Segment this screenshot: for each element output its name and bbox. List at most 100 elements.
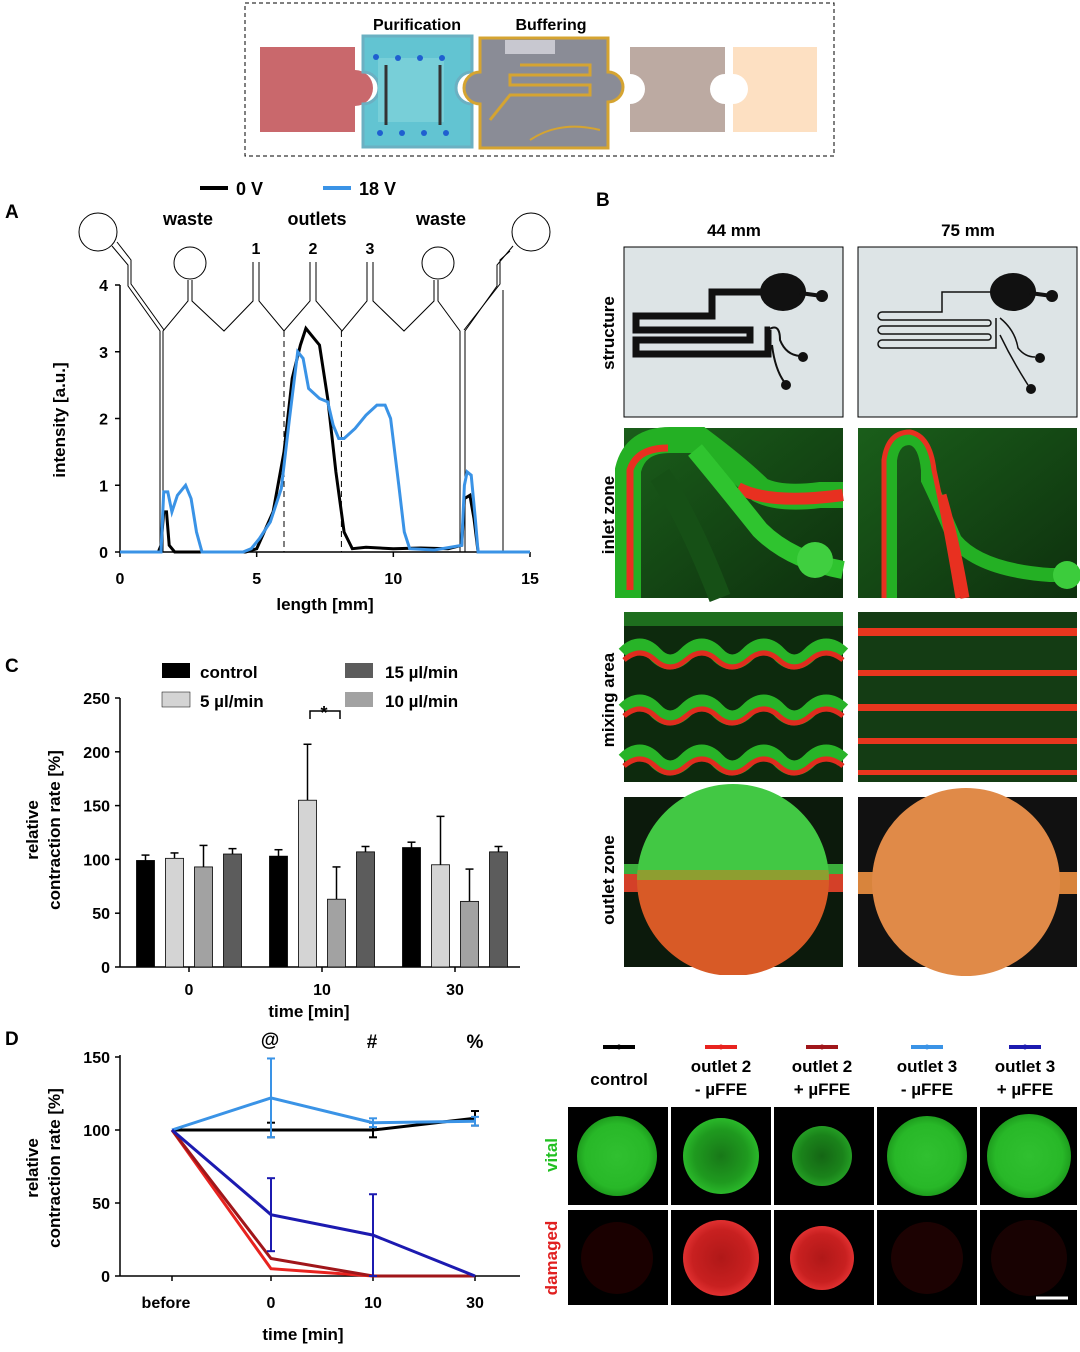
- outlet-1-label: 1: [252, 241, 261, 258]
- purification-label: Purification: [373, 17, 461, 34]
- buffering-tube: [505, 40, 555, 54]
- legend-label-line1: control: [590, 1070, 648, 1089]
- panel-c-y-label-2: contraction rate [%]: [45, 750, 64, 910]
- outlet-3-label: 3: [366, 241, 375, 258]
- panel-a-y-label: intensity [a.u.]: [50, 362, 69, 477]
- buffering-meander: [488, 63, 592, 121]
- panel-c-x-label: time [min]: [268, 1002, 349, 1021]
- panel-a-letter: A: [5, 202, 19, 223]
- puzzle-piece-red: [260, 47, 373, 132]
- y-tick-label: 1: [99, 478, 108, 495]
- panel-d-y-label-2: contraction rate [%]: [45, 1088, 64, 1248]
- panel-d-x-label: time [min]: [262, 1325, 343, 1344]
- legend-label-line1: outlet 3: [995, 1057, 1055, 1076]
- channel-schematic: [78, 212, 551, 552]
- bar: [269, 855, 288, 968]
- legend-5ul-swatch: [161, 691, 191, 708]
- marker-hash: #: [367, 1032, 378, 1053]
- puzzle-piece-buffering: [462, 36, 625, 150]
- panel-b: B 44 mm 75 mm structure inlet zone mixin…: [596, 190, 1080, 976]
- x-tick-label: 10: [364, 1295, 382, 1312]
- row-label-inlet-zone: inlet zone: [599, 476, 618, 554]
- panel-c-ticks: 0 50 100 150 200 250 0 10 30: [83, 691, 464, 999]
- row-label-outlet-zone: outlet zone: [599, 835, 618, 925]
- legend-marker: [924, 1044, 930, 1050]
- legend-marker: [718, 1044, 724, 1050]
- waste-label-left: waste: [162, 209, 213, 229]
- legend-label-line2: - µFFE: [901, 1080, 953, 1099]
- outlet-zone-75mm: [858, 788, 1077, 976]
- bar: [223, 853, 242, 968]
- legend-15ul-label: 15 µl/min: [385, 663, 458, 682]
- x-tick-label: 10: [384, 571, 402, 588]
- panel-d-y-label-1: relative: [23, 1138, 42, 1198]
- panel-a: A 0 V 18 V waste outlets waste 1 2 3 0 5 1…: [5, 179, 551, 614]
- puzzle-dashed-frame: [244, 2, 835, 157]
- bar: [431, 864, 450, 968]
- row-label-structure: structure: [599, 296, 618, 370]
- x-tick-label: 10: [313, 982, 331, 999]
- legend-label-line1: outlet 2: [792, 1057, 852, 1076]
- puzzle-piece-peach: [733, 47, 817, 132]
- y-tick-label: 200: [83, 745, 110, 762]
- structure-44mm: [623, 246, 844, 418]
- waste-reservoir-far-left: [78, 212, 118, 252]
- x-tick-label: before: [142, 1295, 191, 1312]
- legend-18v-label: 18 V: [359, 179, 396, 199]
- bar: [194, 866, 213, 968]
- marker-at: @: [261, 1030, 280, 1051]
- row-label-vital: vital: [542, 1138, 561, 1172]
- y-tick-label: 3: [99, 345, 108, 362]
- legend-5ul-label: 5 µl/min: [200, 692, 264, 711]
- bar: [327, 898, 346, 968]
- inlet-zone-75mm: [858, 428, 1080, 599]
- series-line-18v: [120, 348, 530, 554]
- legend-label-line2: - µFFE: [695, 1080, 747, 1099]
- micrograph-grid: [568, 1107, 1077, 1305]
- legend-control-label: control: [200, 663, 258, 682]
- panel-a-ticks: 0 5 10 15 0 1 2 3 4: [99, 278, 539, 588]
- y-tick-label: 150: [83, 799, 110, 816]
- series-line: [171, 1096, 476, 1132]
- waste-reservoir-far-right: [511, 212, 551, 252]
- legend-marker: [819, 1044, 825, 1050]
- outlets-label: outlets: [287, 209, 346, 229]
- x-tick-label: 30: [466, 1295, 484, 1312]
- x-tick-label: 0: [267, 1295, 276, 1312]
- y-tick-label: 150: [83, 1050, 110, 1067]
- waste-reservoir-left: [173, 246, 207, 280]
- inlet-zone-44mm: [615, 427, 845, 602]
- marker-percent: %: [467, 1032, 484, 1053]
- waste-label-right: waste: [415, 209, 466, 229]
- y-tick-label: 50: [92, 1196, 110, 1213]
- bar: [489, 851, 508, 968]
- legend-0v-label: 0 V: [236, 179, 263, 199]
- significance-star: *: [320, 703, 327, 723]
- bar: [356, 851, 375, 968]
- panel-c-bars: [136, 743, 508, 968]
- col-label-75mm: 75 mm: [941, 221, 995, 240]
- series-line: [172, 1116, 476, 1132]
- series-line: [170, 1129, 475, 1278]
- legend-marker: [1022, 1044, 1028, 1050]
- purification-membrane: [378, 58, 444, 122]
- col-label-44mm: 44 mm: [707, 221, 761, 240]
- y-tick-label: 4: [99, 278, 108, 295]
- bar: [460, 900, 479, 968]
- buffering-channel-lower: [529, 125, 601, 141]
- bar: [165, 857, 184, 968]
- y-tick-label: 100: [83, 1123, 110, 1140]
- outlet-2-label: 2: [309, 241, 318, 258]
- panel-c: C control 5 µl/min 15 µl/min 10 µl/min 0…: [5, 656, 520, 1021]
- bar: [136, 860, 155, 968]
- panel-c-y-label-1: relative: [23, 800, 42, 860]
- outlet-zone-44mm: [624, 784, 843, 975]
- legend-label-line2: + µFFE: [794, 1080, 851, 1099]
- puzzle-overview: Purification Buffering: [244, 2, 835, 157]
- legend-label-line1: outlet 3: [897, 1057, 957, 1076]
- panel-b-letter: B: [596, 190, 610, 211]
- legend-control-swatch: [162, 663, 190, 678]
- y-tick-label: 250: [83, 691, 110, 708]
- structure-75mm: [857, 246, 1078, 418]
